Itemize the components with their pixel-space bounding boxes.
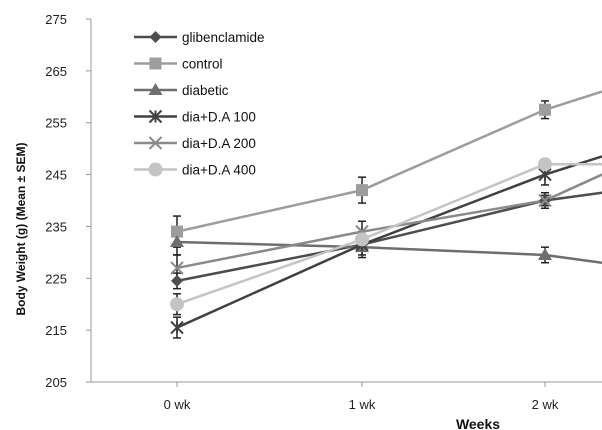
- data-point: [355, 232, 369, 247]
- data-point: [356, 184, 368, 197]
- data-point: [171, 274, 183, 287]
- legend-swatch-marker: [149, 31, 162, 43]
- y-tick-label: 205: [45, 375, 67, 390]
- series-markers: [170, 103, 552, 335]
- legend-swatch-marker: [148, 136, 163, 150]
- data-point: [170, 320, 184, 335]
- axes: 205 215 225 235 245 255 265 275 0 wk 1 wk 2 wk: [45, 12, 602, 412]
- series-line: [176, 240, 602, 264]
- data-point: [171, 225, 183, 238]
- legend-label: diabetic: [182, 83, 229, 98]
- x-axis-title: Weeks: [456, 416, 500, 430]
- series-lines: [176, 90, 602, 329]
- legend: glibenclamide control diabetic dia+D.A 100 d…: [134, 30, 265, 178]
- y-tick-label: 245: [45, 168, 67, 183]
- legend-swatch-marker: [148, 162, 163, 177]
- data-point: [539, 103, 551, 116]
- y-tick-label: 235: [45, 219, 67, 234]
- legend-label: dia+D.A 400: [182, 163, 256, 178]
- data-point: [538, 157, 552, 172]
- y-tick-label: 265: [45, 64, 67, 79]
- legend-swatch-marker: [148, 109, 163, 124]
- legend-swatch-marker: [148, 83, 163, 95]
- data-point: [170, 234, 184, 247]
- data-point: [538, 193, 552, 208]
- series-line: [176, 191, 602, 283]
- y-axis-title: Body Weight (g) (Mean ± SEM): [14, 142, 28, 315]
- series-line: [176, 162, 602, 306]
- data-point: [170, 297, 184, 312]
- series-line: [176, 155, 602, 329]
- y-tick-label: 255: [45, 116, 67, 131]
- legend-swatch-marker: [149, 57, 162, 70]
- legend-label: glibenclamide: [182, 30, 265, 45]
- x-tick-label: 2 wk: [532, 397, 559, 412]
- y-tick-label: 275: [45, 12, 67, 27]
- legend-label: dia+D.A 100: [182, 110, 256, 125]
- data-point: [170, 261, 184, 275]
- data-point: [538, 247, 552, 260]
- x-tick-label: 0 wk: [164, 397, 191, 412]
- legend-label: dia+D.A 200: [182, 136, 256, 151]
- series-line: [176, 90, 602, 233]
- series-line: [176, 173, 602, 270]
- y-tick-label: 215: [45, 323, 67, 338]
- y-tick-label: 225: [45, 271, 67, 286]
- x-tick-label: 1 wk: [349, 397, 376, 412]
- legend-label: control: [182, 57, 223, 72]
